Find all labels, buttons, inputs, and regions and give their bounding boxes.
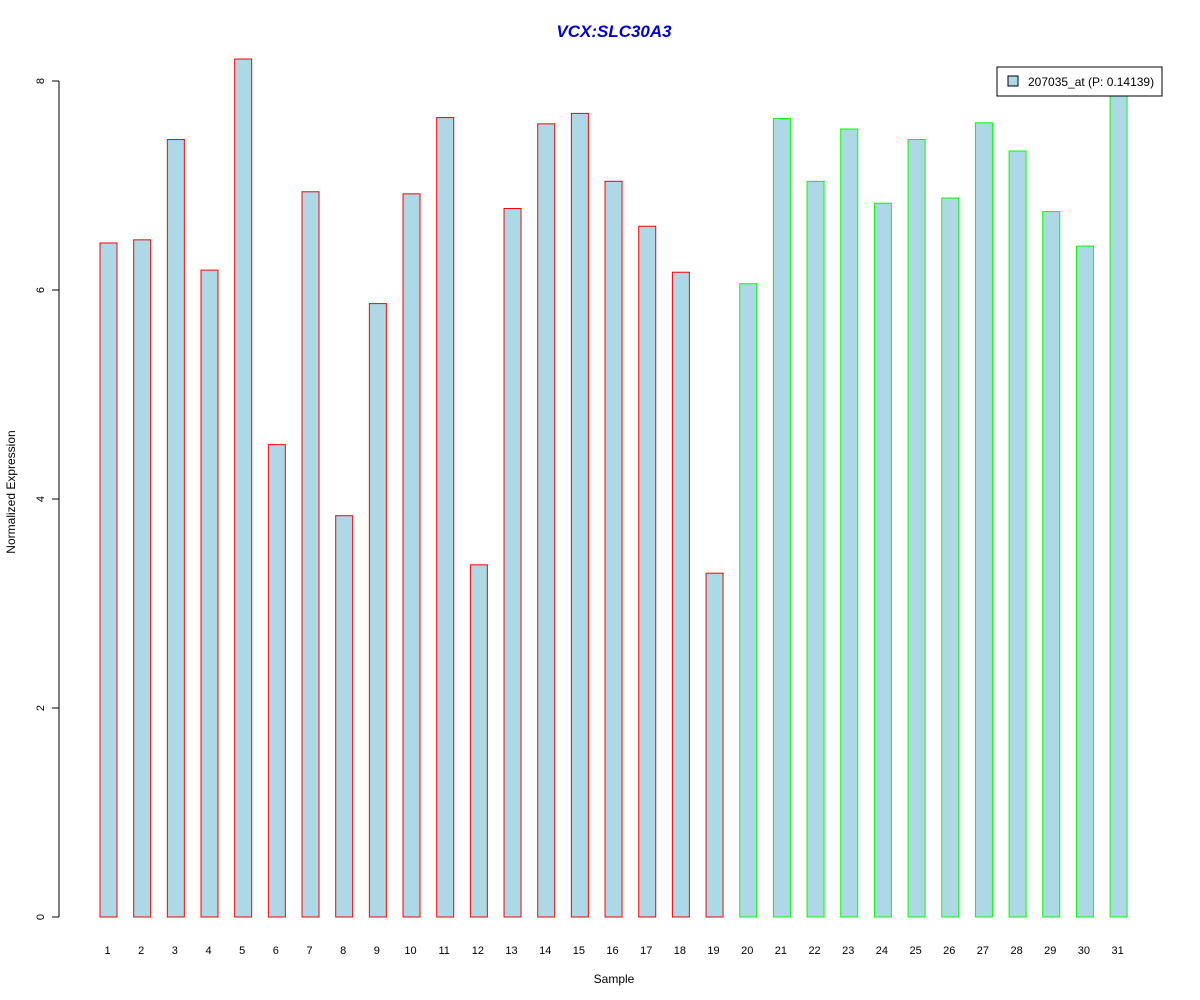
bar-sample-25 [907,139,926,918]
bar-sample-16 [604,180,623,918]
bar-sample-27 [974,122,993,918]
bar-sample-18 [671,271,690,918]
x-tick-label: 27 [977,945,989,957]
x-tick-label: 11 [438,945,449,957]
x-tick-label: 20 [741,945,753,957]
y-axis-label: Normalized Expression [4,430,18,553]
bar-sample-6 [267,444,286,918]
x-axis-ticks: 1 2 3 4 5 6 7 8 9 10 11 12 13 14 15 16 17 18 19 20 21 22 23 24 2… [104,945,1123,957]
bar-sample-17 [638,225,657,918]
x-tick-label: 9 [374,945,380,957]
x-tick-label: 5 [239,945,245,957]
x-tick-label: 1 [104,945,110,957]
y-tick-label: 4 [35,496,47,502]
bar-sample-13 [503,207,522,918]
legend-label: 207035_at (P: 0.14139) [1028,75,1154,89]
x-tick-label: 14 [539,945,551,957]
x-tick-label: 8 [340,945,346,957]
y-tick-label: 0 [35,914,47,920]
bar-sample-21 [772,118,791,918]
bar-sample-31 [1109,90,1128,918]
x-tick-label: 26 [943,945,955,957]
x-tick-label: 28 [1010,945,1022,957]
bar-sample-11 [436,117,455,918]
x-tick-label: 19 [707,945,719,957]
chart-title: VCX:SLC30A3 [556,22,672,41]
bar-sample-20 [739,283,758,918]
y-tick-label: 2 [35,705,47,711]
bar-sample-23 [840,128,859,918]
bar-sample-1 [99,242,118,918]
x-tick-label: 4 [205,945,211,957]
bar-sample-12 [469,564,488,918]
x-tick-label: 7 [306,945,312,957]
bar-sample-2 [133,239,152,918]
x-tick-label: 2 [138,945,144,957]
legend: 207035_at (P: 0.14139) [996,66,1163,97]
x-tick-label: 30 [1078,945,1090,957]
legend-swatch [1007,75,1019,87]
y-tick-label: 6 [35,287,47,293]
x-tick-label: 12 [472,945,484,957]
bar-sample-19 [705,572,724,918]
bar-sample-28 [1008,150,1027,918]
x-tick-label: 17 [640,945,652,957]
bar-sample-14 [537,123,556,918]
bar-sample-29 [1042,211,1061,918]
bars [99,58,1128,918]
bar-sample-26 [941,197,960,918]
bar-sample-24 [873,202,892,918]
x-tick-label: 31 [1111,945,1123,957]
x-tick-label: 15 [573,945,585,957]
y-tick-label: 8 [35,78,47,84]
bar-sample-5 [234,58,253,918]
x-tick-label: 21 [775,945,787,957]
x-tick-label: 6 [273,945,279,957]
bar-sample-7 [301,191,320,918]
x-tick-label: 22 [808,945,820,957]
x-tick-label: 16 [606,945,618,957]
x-tick-label: 13 [505,945,517,957]
x-tick-label: 10 [404,945,416,957]
bar-sample-15 [570,112,589,918]
bar-sample-9 [368,303,387,918]
x-tick-label: 25 [909,945,921,957]
legend-box [996,66,1163,97]
bar-sample-4 [200,269,219,918]
x-tick-label: 29 [1044,945,1056,957]
bar-sample-3 [166,139,185,918]
bar-sample-10 [402,193,421,918]
x-axis-label: Sample [594,972,635,986]
bar-sample-30 [1075,245,1094,918]
x-tick-label: 18 [674,945,686,957]
bar-sample-22 [806,180,825,918]
bar-sample-8 [335,515,354,918]
x-tick-label: 3 [172,945,178,957]
x-tick-label: 24 [876,945,888,957]
x-tick-label: 23 [842,945,854,957]
y-axis: 0 2 4 6 8 [35,78,60,920]
